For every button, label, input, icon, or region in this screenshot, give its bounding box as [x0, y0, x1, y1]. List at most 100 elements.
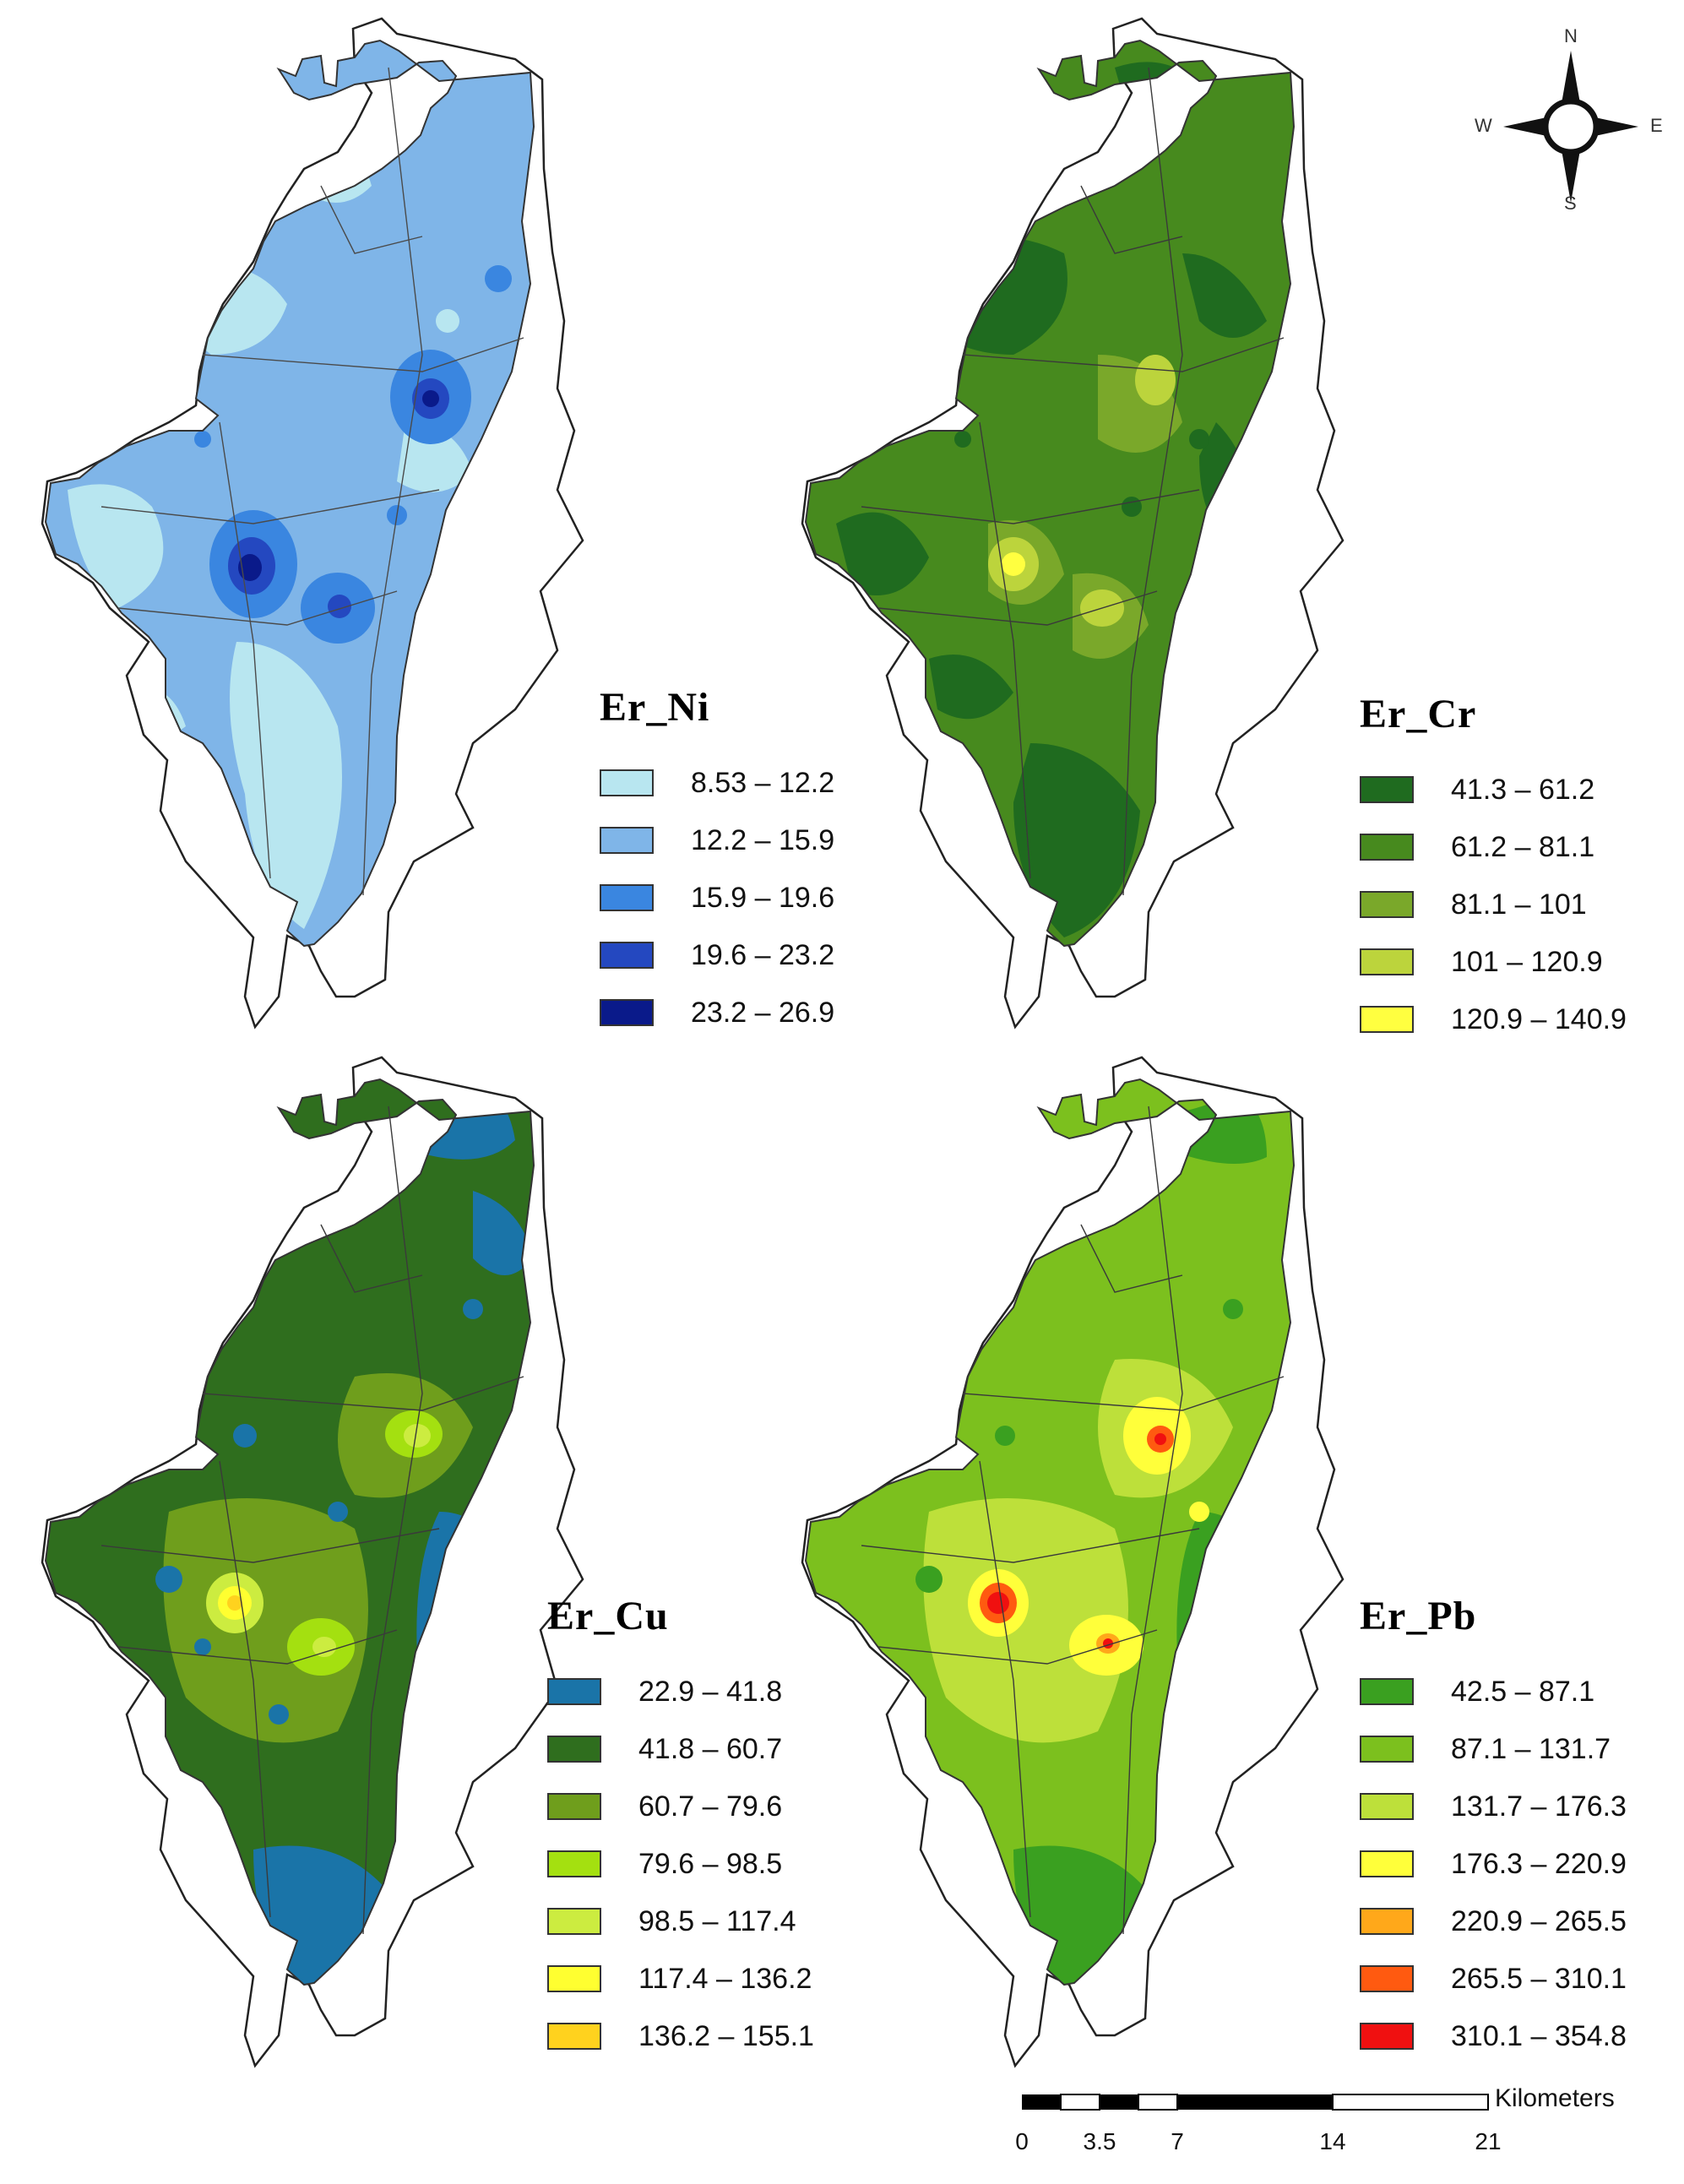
legend-item: 19.6 – 23.2 [600, 926, 834, 984]
legend-er-cr: Er_Cr 41.3 – 61.2 61.2 – 81.1 81.1 – 101 10… [1360, 691, 1627, 1048]
legend-rows: 41.3 – 61.2 61.2 – 81.1 81.1 – 101 101 – 12… [1360, 761, 1627, 1048]
scale-tick-label: 3.5 [1083, 2128, 1116, 2154]
legend-item: 42.5 – 87.1 [1360, 1663, 1627, 1720]
legend-range: 176.3 – 220.9 [1451, 1847, 1627, 1880]
legend-range: 98.5 – 117.4 [638, 1904, 796, 1937]
legend-range: 120.9 – 140.9 [1451, 1002, 1627, 1035]
legend-swatch [600, 999, 654, 1026]
legend-range: 41.8 – 60.7 [638, 1732, 783, 1765]
legend-swatch [600, 769, 654, 796]
legend-swatch [547, 1678, 601, 1705]
legend-item: 79.6 – 98.5 [547, 1835, 814, 1893]
legend-range: 15.9 – 19.6 [691, 881, 835, 914]
legend-swatch [1360, 891, 1414, 918]
legend-swatch [547, 1736, 601, 1763]
south-label: S [1564, 193, 1577, 214]
scale-units: Kilometers [1495, 2084, 1615, 2112]
legend-swatch [1360, 948, 1414, 975]
legend-range: 42.5 – 87.1 [1451, 1675, 1595, 1708]
map-er-pb [801, 1056, 1344, 2067]
legend-item: 22.9 – 41.8 [547, 1663, 814, 1720]
legend-item: 8.53 – 12.2 [600, 754, 834, 812]
legend-er-cu: Er_Cu 22.9 – 41.8 41.8 – 60.7 60.7 – 79.6 7… [547, 1593, 814, 2065]
legend-swatch [1360, 834, 1414, 861]
legend-range: 87.1 – 131.7 [1451, 1732, 1611, 1765]
legend-swatch [547, 1965, 601, 1992]
legend-range: 136.2 – 155.1 [638, 2019, 814, 2052]
legend-swatch [600, 942, 654, 969]
north-label: N [1564, 25, 1578, 46]
legend-range: 60.7 – 79.6 [638, 1790, 783, 1823]
legend-swatch [1360, 1850, 1414, 1877]
legend-swatch [1360, 1678, 1414, 1705]
legend-item: 265.5 – 310.1 [1360, 1950, 1627, 2007]
legend-range: 8.53 – 12.2 [691, 766, 835, 799]
legend-range: 61.2 – 81.1 [1451, 830, 1595, 863]
legend-item: 176.3 – 220.9 [1360, 1835, 1627, 1893]
legend-swatch [1360, 776, 1414, 803]
scale-tick-label: 0 [1015, 2128, 1029, 2154]
legend-item: 136.2 – 155.1 [547, 2007, 814, 2065]
map-er-ni [41, 17, 584, 1029]
scale-tick-label: 7 [1171, 2128, 1184, 2154]
legend-range: 81.1 – 101 [1451, 888, 1587, 921]
legend-item: 98.5 – 117.4 [547, 1893, 814, 1950]
legend-range: 101 – 120.9 [1451, 945, 1603, 978]
legend-item: 101 – 120.9 [1360, 933, 1627, 991]
legend-rows: 42.5 – 87.1 87.1 – 131.7 131.7 – 176.3 176.… [1360, 1663, 1627, 2065]
east-label: E [1650, 115, 1663, 136]
legend-item: 87.1 – 131.7 [1360, 1720, 1627, 1778]
scale-tick-label: 14 [1319, 2128, 1346, 2154]
legend-swatch [600, 827, 654, 854]
legend-range: 79.6 – 98.5 [638, 1847, 783, 1880]
legend-range: 117.4 – 136.2 [638, 1962, 812, 1995]
legend-item: 120.9 – 140.9 [1360, 991, 1627, 1048]
legend-swatch [547, 2023, 601, 2050]
legend-title: Er_Pb [1360, 1594, 1477, 1638]
legend-rows: 8.53 – 12.2 12.2 – 15.9 15.9 – 19.6 19.6 – … [600, 754, 834, 1041]
legend-item: 310.1 – 354.8 [1360, 2007, 1627, 2065]
legend-item: 41.8 – 60.7 [547, 1720, 814, 1778]
legend-range: 310.1 – 354.8 [1451, 2019, 1627, 2052]
legend-swatch [600, 884, 654, 911]
north-arrow: N S W E [1469, 25, 1672, 220]
legend-title: Er_Cr [1360, 692, 1477, 736]
legend-range: 220.9 – 265.5 [1451, 1904, 1627, 1937]
legend-swatch [547, 1850, 601, 1877]
legend-rows: 22.9 – 41.8 41.8 – 60.7 60.7 – 79.6 79.6 – … [547, 1663, 814, 2065]
scale-tick-label: 21 [1475, 2128, 1502, 2154]
legend-item: 15.9 – 19.6 [600, 869, 834, 926]
legend-item: 117.4 – 136.2 [547, 1950, 814, 2007]
legend-er-ni: Er_Ni 8.53 – 12.2 12.2 – 15.9 15.9 – 19.6 1… [600, 684, 834, 1041]
scale-bar: Kilometers 0 3.5 7 14 21 [1015, 2084, 1681, 2177]
district-lines [100, 67, 524, 896]
legend-swatch [547, 1793, 601, 1820]
legend-swatch [1360, 1965, 1414, 1992]
legend-range: 12.2 – 15.9 [691, 823, 835, 856]
legend-item: 41.3 – 61.2 [1360, 761, 1627, 818]
legend-item: 220.9 – 265.5 [1360, 1893, 1627, 1950]
compass-rose-icon [1503, 51, 1638, 203]
map-er-cr [801, 17, 1344, 1029]
legend-item: 81.1 – 101 [1360, 876, 1627, 933]
legend-er-pb: Er_Pb 42.5 – 87.1 87.1 – 131.7 131.7 – 176… [1360, 1593, 1627, 2065]
legend-range: 22.9 – 41.8 [638, 1675, 783, 1708]
legend-swatch [1360, 1793, 1414, 1820]
legend-range: 265.5 – 310.1 [1451, 1962, 1627, 1995]
legend-range: 41.3 – 61.2 [1451, 773, 1595, 806]
legend-item: 60.7 – 79.6 [547, 1778, 814, 1835]
west-label: W [1475, 115, 1492, 136]
legend-title: Er_Ni [600, 685, 710, 730]
legend-range: 19.6 – 23.2 [691, 938, 835, 971]
scale-bar-graphic [1022, 2094, 1489, 2111]
legend-swatch [1360, 2023, 1414, 2050]
legend-swatch [1360, 1736, 1414, 1763]
legend-swatch [1360, 1006, 1414, 1033]
legend-range: 23.2 – 26.9 [691, 996, 835, 1029]
legend-swatch [547, 1908, 601, 1935]
legend-item: 23.2 – 26.9 [600, 984, 834, 1041]
legend-item: 131.7 – 176.3 [1360, 1778, 1627, 1835]
legend-range: 131.7 – 176.3 [1451, 1790, 1627, 1823]
legend-item: 61.2 – 81.1 [1360, 818, 1627, 876]
